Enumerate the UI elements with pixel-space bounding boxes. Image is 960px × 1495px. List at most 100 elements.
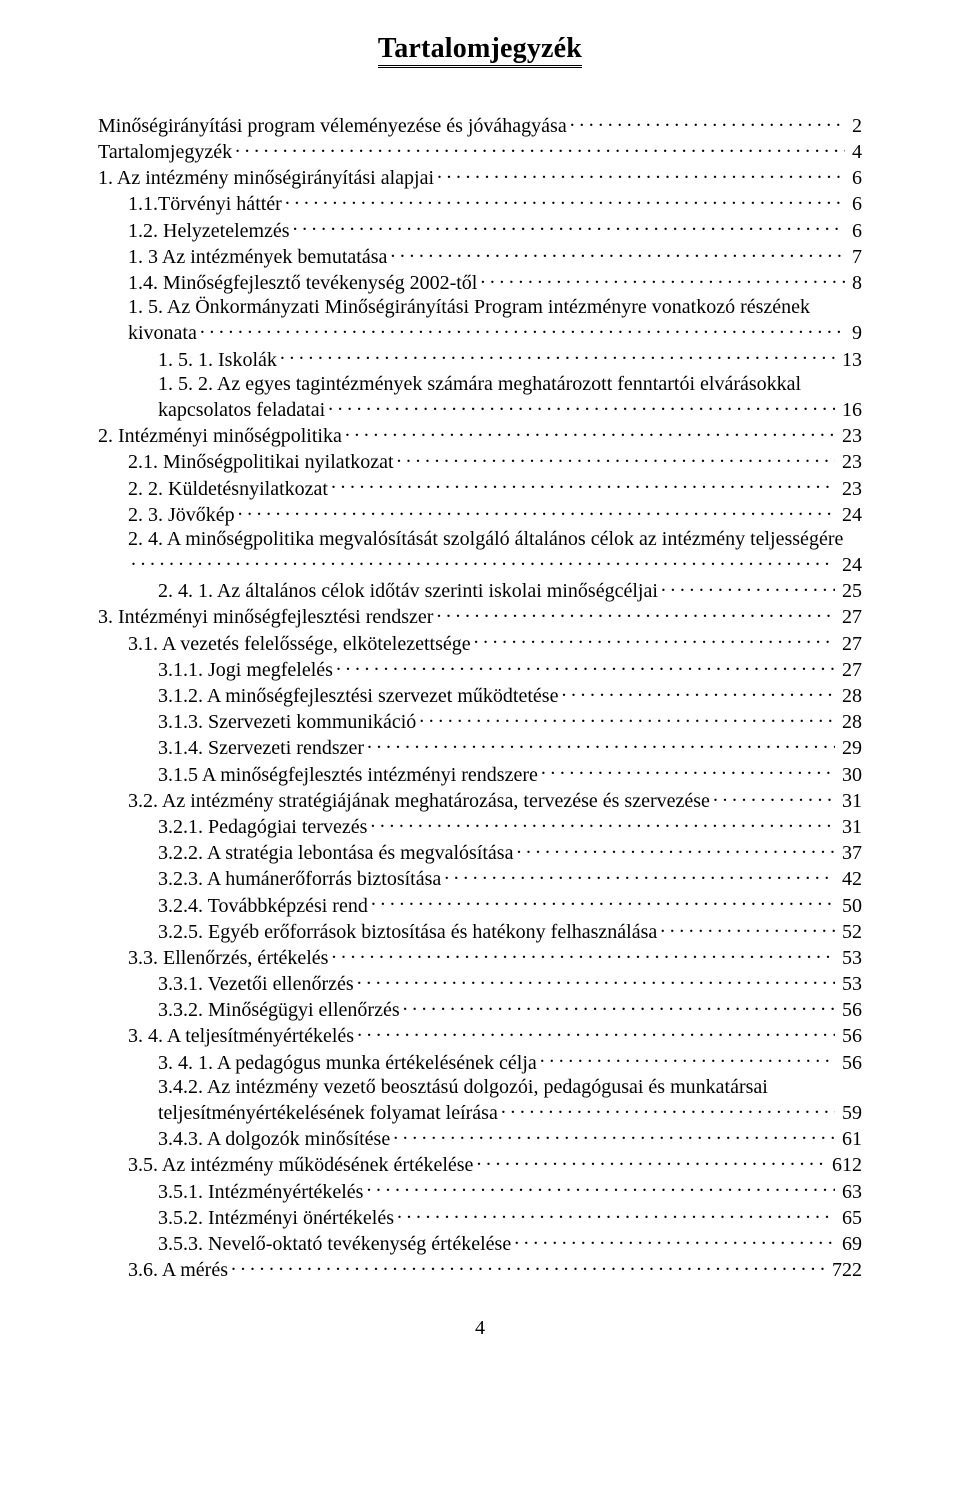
toc-label: 3.5.2. Intézményi önértékelés xyxy=(158,1206,394,1230)
toc-leader xyxy=(200,319,845,339)
toc-page: 23 xyxy=(838,450,862,474)
toc-leader xyxy=(238,501,835,521)
toc-entry: 3.4.3. A dolgozók minősítése 61 xyxy=(98,1125,862,1151)
toc-page: 53 xyxy=(838,972,862,996)
toc-entry: 1. 5. 2. Az egyes tagintézmények számára… xyxy=(98,372,862,396)
toc-entry: 2. 2. Küldetésnyilatkozat23 xyxy=(98,475,862,501)
toc-page: 722 xyxy=(828,1258,862,1282)
toc-leader xyxy=(570,112,845,132)
toc-label: kapcsolatos feladatai xyxy=(158,398,325,422)
toc-entry: kapcsolatos feladatai16 xyxy=(98,396,862,422)
toc-page: 31 xyxy=(838,789,862,813)
toc-leader xyxy=(561,682,835,702)
toc-page: 59 xyxy=(838,1101,862,1125)
page-container: Tartalomjegyzék Minőségirányítási progra… xyxy=(0,0,960,1381)
toc-entry: 3.6. A mérés 722 xyxy=(98,1256,862,1282)
toc-label: 3.5. Az intézmény működésének értékelése xyxy=(128,1153,473,1177)
toc-label: Minőségirányítási program véleményezése … xyxy=(98,114,567,138)
toc-entry: 24 xyxy=(98,551,862,577)
toc-page: 24 xyxy=(838,553,862,577)
toc-entry: 3.2.2. A stratégia lebontása és megvalós… xyxy=(98,839,862,865)
toc-page: 6 xyxy=(848,192,862,216)
toc-leader xyxy=(231,1256,825,1276)
toc-leader xyxy=(390,243,845,263)
toc-label: 3.5.1. Intézményértékelés xyxy=(158,1180,363,1204)
toc-page: 42 xyxy=(838,867,862,891)
toc-label: 1.1.Törvényi háttér xyxy=(128,192,282,216)
toc-page: 31 xyxy=(838,815,862,839)
toc-leader xyxy=(293,217,845,237)
toc-entry: 1. 3 Az intézmények bemutatása7 xyxy=(98,243,862,269)
toc-page: 56 xyxy=(838,998,862,1022)
table-of-contents: Minőségirányítási program véleményezése … xyxy=(98,112,862,1282)
toc-label: 3.5.3. Nevelő-oktató tevékenység értékel… xyxy=(158,1232,511,1256)
toc-page: 28 xyxy=(838,684,862,708)
toc-page: 23 xyxy=(838,477,862,501)
toc-label: teljesítményértékelésének folyamat leírá… xyxy=(158,1101,498,1125)
toc-label: 1. 5. Az Önkormányzati Minőségirányítási… xyxy=(128,295,810,319)
toc-entry: 3.1.5 A minőségfejlesztés intézményi ren… xyxy=(98,761,862,787)
toc-entry: kivonata9 xyxy=(98,319,862,345)
toc-leader xyxy=(280,346,835,366)
toc-label: 2. 4. A minőségpolitika megvalósítását s… xyxy=(128,527,843,551)
toc-leader xyxy=(370,813,835,833)
toc-label: 3. Intézményi minőségfejlesztési rendsze… xyxy=(98,605,433,629)
toc-page: 65 xyxy=(838,1206,862,1230)
toc-page: 6 xyxy=(848,219,862,243)
toc-label: 1. Az intézmény minőségirányítási alapja… xyxy=(98,166,434,190)
toc-entry: 3.3.1. Vezetői ellenőrzés 53 xyxy=(98,970,862,996)
toc-entry: 3.4.2. Az intézmény vezető beosztású dol… xyxy=(98,1075,862,1099)
toc-page: 2 xyxy=(848,114,862,138)
toc-leader xyxy=(476,1151,825,1171)
toc-label: 1.2. Helyzetelemzés xyxy=(128,219,290,243)
toc-leader xyxy=(367,734,835,754)
toc-page: 27 xyxy=(838,658,862,682)
toc-label: 3.1. A vezetés felelőssége, elkötelezett… xyxy=(128,632,471,656)
toc-page: 50 xyxy=(838,894,862,918)
toc-page: 8 xyxy=(848,271,862,295)
toc-entry: 1. 5. Az Önkormányzati Minőségirányítási… xyxy=(98,295,862,319)
title-text: Tartalomjegyzék xyxy=(378,33,582,68)
toc-leader xyxy=(541,761,835,781)
toc-entry: 2. 4. A minőségpolitika megvalósítását s… xyxy=(98,527,862,551)
toc-entry: 2. Intézményi minőségpolitika23 xyxy=(98,422,862,448)
toc-leader xyxy=(357,970,835,990)
toc-page: 69 xyxy=(838,1232,862,1256)
page-number: 4 xyxy=(98,1316,862,1340)
toc-entry: 1.1.Törvényi háttér 6 xyxy=(98,190,862,216)
toc-entry: 3. Intézményi minőségfejlesztési rendsze… xyxy=(98,603,862,629)
toc-entry: 3.1. A vezetés felelőssége, elkötelezett… xyxy=(98,630,862,656)
toc-page: 4 xyxy=(848,140,862,164)
toc-label: 3.4.2. Az intézmény vezető beosztású dol… xyxy=(158,1075,768,1099)
toc-leader xyxy=(331,944,835,964)
toc-label: 3.3.1. Vezetői ellenőrzés xyxy=(158,972,354,996)
toc-page: 23 xyxy=(838,424,862,448)
toc-entry: 1.4. Minőségfejlesztő tevékenység 2002-t… xyxy=(98,269,862,295)
toc-entry: Tartalomjegyzék4 xyxy=(98,138,862,164)
toc-entry: 3. 4. A teljesítményértékelés56 xyxy=(98,1022,862,1048)
toc-entry: 2. 4. 1. Az általános célok időtáv szeri… xyxy=(98,577,862,603)
toc-entry: 3.5.2. Intézményi önértékelés 65 xyxy=(98,1204,862,1230)
toc-label: 3.1.3. Szervezeti kommunikáció xyxy=(158,710,416,734)
toc-leader xyxy=(540,1049,835,1069)
toc-label: 3.1.4. Szervezeti rendszer xyxy=(158,736,364,760)
toc-leader xyxy=(514,1230,835,1250)
toc-page: 53 xyxy=(838,946,862,970)
toc-entry: 3.2.5. Egyéb erőforrások biztosítása és … xyxy=(98,918,862,944)
toc-page: 52 xyxy=(838,920,862,944)
toc-page: 24 xyxy=(838,503,862,527)
toc-entry: 1. 5. 1. Iskolák13 xyxy=(98,346,862,372)
toc-leader xyxy=(336,656,835,676)
toc-leader xyxy=(419,708,835,728)
toc-label: 3.6. A mérés xyxy=(128,1258,228,1282)
toc-leader xyxy=(444,865,835,885)
toc-page: 25 xyxy=(838,579,862,603)
toc-page: 27 xyxy=(838,632,862,656)
toc-label: 3.1.2. A minőségfejlesztési szervezet mű… xyxy=(158,684,558,708)
toc-entry: 3.2.1. Pedagógiai tervezés31 xyxy=(98,813,862,839)
page-title: Tartalomjegyzék xyxy=(98,32,862,66)
toc-leader xyxy=(235,138,845,158)
toc-label: 2. 3. Jövőkép xyxy=(128,503,235,527)
toc-label: 3. 4. 1. A pedagógus munka értékelésének… xyxy=(158,1051,537,1075)
toc-page: 37 xyxy=(838,841,862,865)
